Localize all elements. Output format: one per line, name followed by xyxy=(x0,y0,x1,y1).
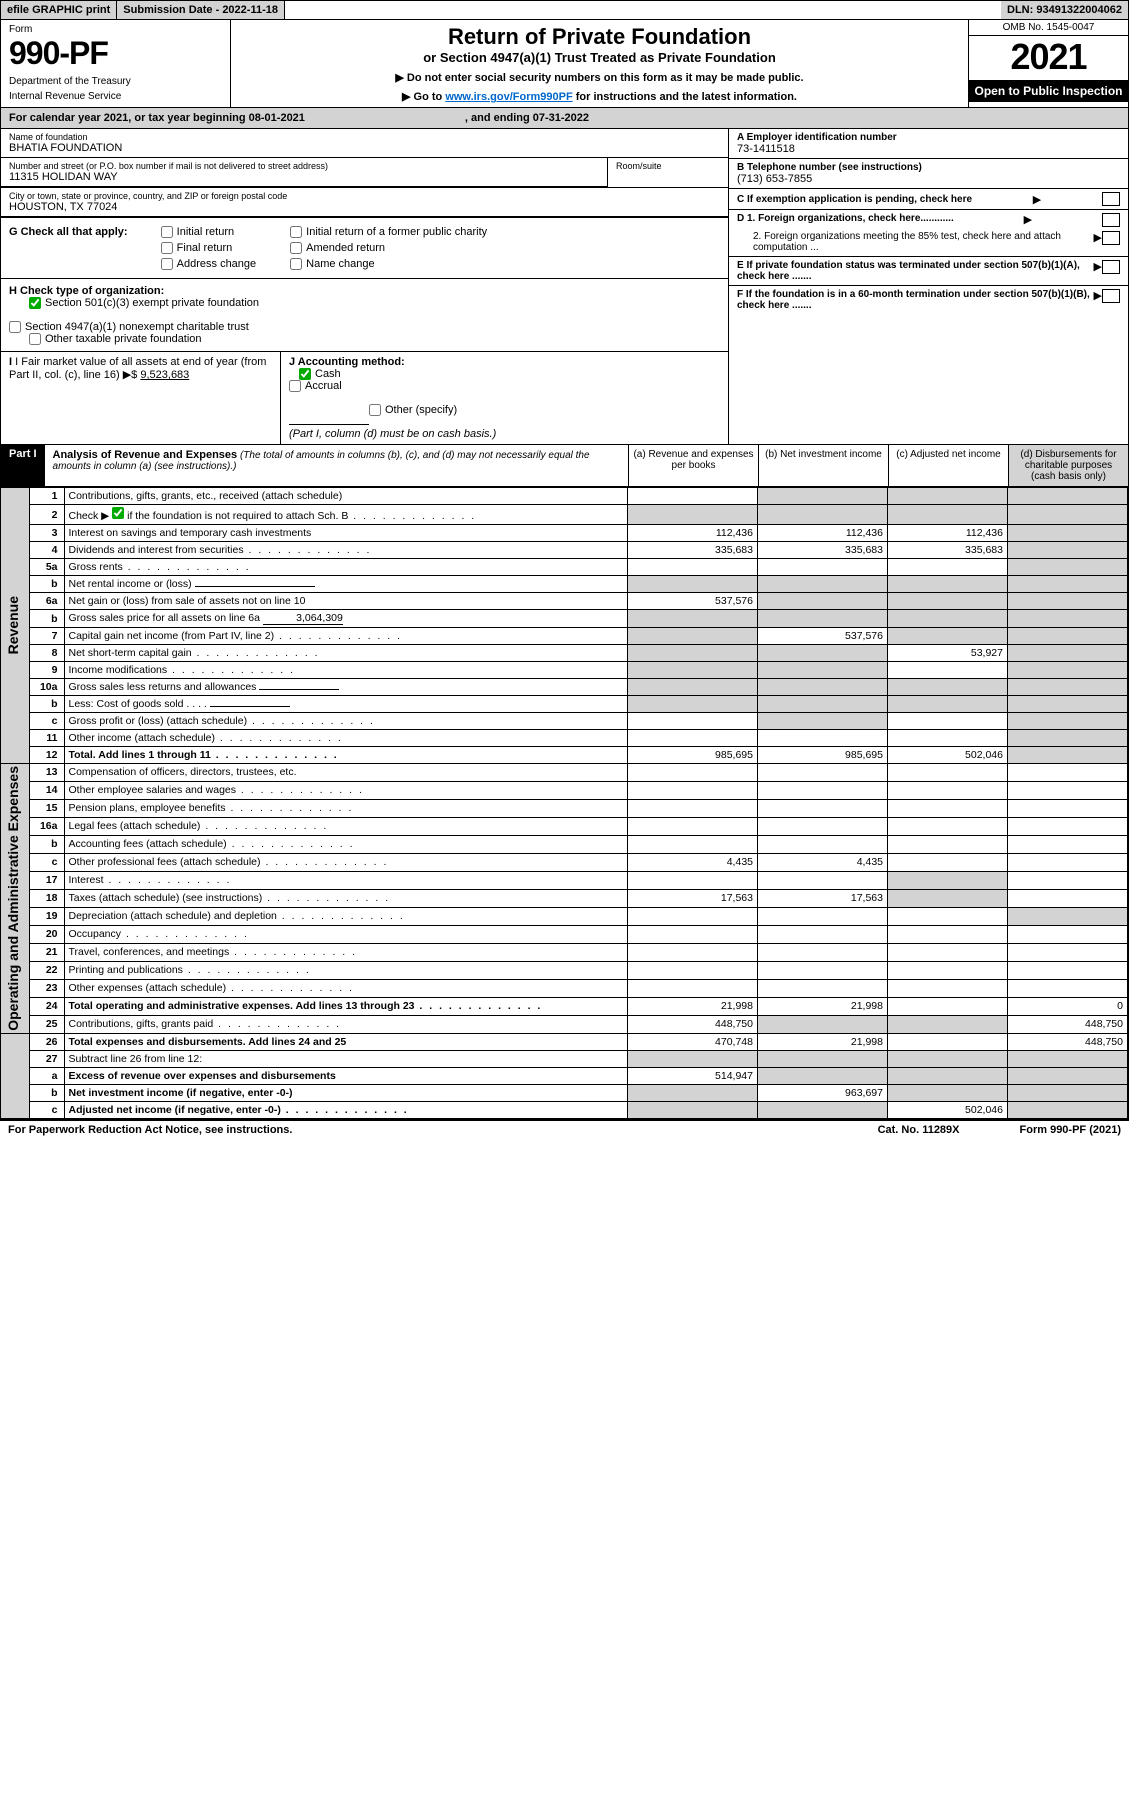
initial-return-checkbox[interactable] xyxy=(161,226,173,238)
initial-public-checkbox[interactable] xyxy=(290,226,302,238)
irs-link[interactable]: www.irs.gov/Form990PF xyxy=(445,91,572,103)
e-checkbox[interactable] xyxy=(1102,260,1120,274)
f-checkbox[interactable] xyxy=(1102,289,1120,303)
col-a-header: (a) Revenue and expenses per books xyxy=(628,445,758,486)
g-label: G Check all that apply: xyxy=(9,226,128,238)
form-title: Return of Private Foundation xyxy=(241,24,958,50)
accrual-checkbox[interactable] xyxy=(289,380,301,392)
street-address: 11315 HOLIDAN WAY xyxy=(9,171,599,183)
j-note: (Part I, column (d) must be on cash basi… xyxy=(289,428,720,440)
501c3-checkbox[interactable] xyxy=(29,297,41,309)
city-state-zip: HOUSTON, TX 77024 xyxy=(9,201,720,213)
ein: 73-1411518 xyxy=(737,143,1120,155)
h-label: H Check type of organization: xyxy=(9,285,164,297)
d1-checkbox[interactable] xyxy=(1102,213,1120,227)
tax-year: 2021 xyxy=(969,36,1128,78)
c-label: C If exemption application is pending, c… xyxy=(737,194,972,205)
a-label: A Employer identification number xyxy=(737,132,1120,143)
efile-label: efile GRAPHIC print xyxy=(1,1,116,19)
form-header: Form 990-PF Department of the Treasury I… xyxy=(1,20,1128,108)
open-inspection: Open to Public Inspection xyxy=(969,80,1128,102)
city-label: City or town, state or province, country… xyxy=(9,191,720,201)
ssn-warning: ▶ Do not enter social security numbers o… xyxy=(241,71,958,84)
col-b-header: (b) Net investment income xyxy=(758,445,888,486)
other-method-checkbox[interactable] xyxy=(369,404,381,416)
4947-checkbox[interactable] xyxy=(9,321,21,333)
form-ref: Form 990-PF (2021) xyxy=(1020,1124,1121,1136)
form-label: Form xyxy=(9,24,222,35)
foundation-name: BHATIA FOUNDATION xyxy=(9,142,720,154)
paperwork-notice: For Paperwork Reduction Act Notice, see … xyxy=(8,1124,292,1136)
name-change-checkbox[interactable] xyxy=(290,258,302,270)
dln: DLN: 93491322004062 xyxy=(1001,1,1128,19)
d2-label: 2. Foreign organizations meeting the 85%… xyxy=(737,231,1094,253)
cash-checkbox[interactable] xyxy=(299,368,311,380)
addr-label: Number and street (or P.O. box number if… xyxy=(9,161,599,171)
f-label: F If the foundation is in a 60-month ter… xyxy=(737,289,1094,311)
fmv-value: 9,523,683 xyxy=(140,369,189,381)
calendar-year-row: For calendar year 2021, or tax year begi… xyxy=(1,108,1128,129)
b-label: B Telephone number (see instructions) xyxy=(737,162,1120,173)
form-number: 990-PF xyxy=(9,35,222,72)
revenue-expense-table: Revenue 1Contributions, gifts, grants, e… xyxy=(1,487,1128,1119)
irs-label: Internal Revenue Service xyxy=(9,91,222,102)
dept-treasury: Department of the Treasury xyxy=(9,76,222,87)
other-taxable-checkbox[interactable] xyxy=(29,333,41,345)
part1-header: Part I xyxy=(1,445,45,486)
e-label: E If private foundation status was termi… xyxy=(737,260,1094,282)
top-bar: efile GRAPHIC print Submission Date - 20… xyxy=(1,1,1128,20)
goto-note: ▶ Go to www.irs.gov/Form990PF for instru… xyxy=(241,90,958,103)
j-label: J Accounting method: xyxy=(289,356,405,368)
address-change-checkbox[interactable] xyxy=(161,258,173,270)
col-c-header: (c) Adjusted net income xyxy=(888,445,1008,486)
submission-date: Submission Date - 2022-11-18 xyxy=(116,1,285,19)
schb-checkbox[interactable] xyxy=(112,507,124,519)
d1-label: D 1. Foreign organizations, check here..… xyxy=(737,213,954,227)
name-label: Name of foundation xyxy=(9,132,720,142)
final-return-checkbox[interactable] xyxy=(161,242,173,254)
phone: (713) 653-7855 xyxy=(737,173,1120,185)
form-subtitle: or Section 4947(a)(1) Trust Treated as P… xyxy=(241,50,958,65)
d2-checkbox[interactable] xyxy=(1102,231,1120,245)
c-checkbox[interactable] xyxy=(1102,192,1120,206)
omb-number: OMB No. 1545-0047 xyxy=(969,20,1128,36)
col-d-header: (d) Disbursements for charitable purpose… xyxy=(1008,445,1128,486)
room-label: Room/suite xyxy=(616,161,720,171)
amended-return-checkbox[interactable] xyxy=(290,242,302,254)
catalog-number: Cat. No. 11289X xyxy=(878,1124,960,1136)
page-footer: For Paperwork Reduction Act Notice, see … xyxy=(0,1120,1129,1139)
